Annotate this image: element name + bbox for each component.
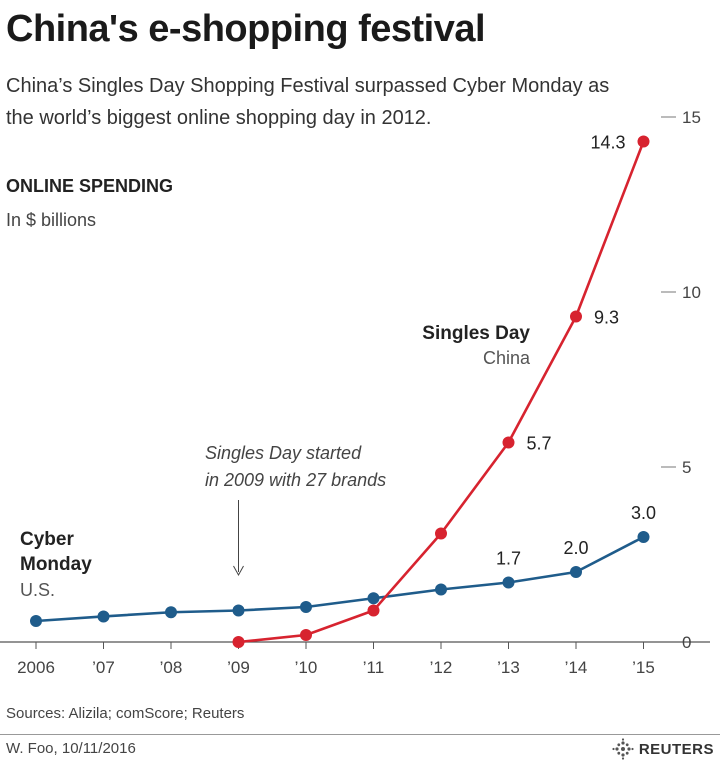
data-label: 3.0 [631,503,656,523]
unit-label: In $ billions [6,210,97,230]
series-line-cyber-monday [35,535,645,623]
cyber-monday-point [30,615,42,627]
cyber-monday-point [97,610,110,623]
brand-name: REUTERS [638,740,714,758]
x-tick-label: ’08 [160,658,183,677]
cyber-monday-point [232,604,245,617]
data-label: 5.7 [527,434,552,454]
axis-layer: 2006 ’07 ’08 ’09 ’10 ’11 ’12 ’13 ’14 ’15 0 5 10 15 [0,108,710,677]
chart-subtitle: China’s Singles Day Shopping Festival su… [6,75,610,129]
singles-day-point [232,636,245,648]
section-title: ONLINE SPENDING [6,176,174,196]
line-chart: 2006 ’07 ’08 ’09 ’10 ’11 ’12 ’13 ’14 ’15 0 5 10 15 Si… [0,108,710,677]
cyber-monday-point [367,592,380,605]
byline: W. Foo, 10/11/2016 [6,740,136,757]
x-tick-label: ’13 [497,658,520,677]
singles-day-point [570,310,582,323]
annotation-arrow-head [233,565,244,577]
x-tick-label: ’12 [430,658,453,677]
footer-divider [0,734,720,735]
singles-day-point [637,135,650,148]
cyber-monday-point [300,601,312,613]
series-sublabel-singles-day: China [483,348,531,368]
data-label: 14.3 [590,133,625,153]
cyber-monday-point [435,583,447,596]
label-layer: Singles Day started in 2009 with 27 brand… [20,133,656,601]
singles-day-point [435,527,447,540]
cyber-monday-point [502,576,515,589]
singles-day-point [502,436,515,449]
cyber-monday-point [637,531,650,543]
y-tick-label: 10 [682,283,701,302]
x-tick-label: ’10 [295,658,318,677]
data-label: 1.7 [496,549,521,569]
series-layer [30,135,650,648]
x-tick-label: ’15 [632,658,655,677]
y-tick-label: 5 [682,458,691,477]
reuters-logo-icon [612,738,634,760]
series-label-singles-day: Singles Day [422,323,530,344]
series-line-singles-day [238,141,645,644]
annotation-text-line2: in 2009 with 27 brands [205,470,386,490]
x-tick-label: ’14 [565,658,588,677]
cyber-monday-point [165,606,177,619]
brand-logo: REUTERS [612,738,714,760]
x-tick-label: ’07 [92,658,115,677]
x-tick-label: ’11 [363,658,384,677]
sources-note: Sources: Alizila; comScore; Reuters [6,705,245,722]
singles-day-point [367,604,380,617]
y-tick-label: 0 [682,633,691,652]
data-label: 2.0 [563,538,588,558]
data-label: 9.3 [594,308,619,328]
x-tick-label: 2006 [17,658,55,677]
series-label-cyber-monday-line1: Cyber [20,529,74,550]
y-tick-label: 15 [682,108,701,127]
series-sublabel-cyber-monday: U.S. [20,580,55,600]
annotation-text-line1: Singles Day started [205,443,362,463]
singles-day-point [300,629,312,641]
x-tick-label: ’09 [227,658,250,677]
cyber-monday-point [570,566,582,578]
series-label-cyber-monday-line2: Monday [20,554,92,575]
chart-title: China's e-shopping festival [6,8,486,50]
